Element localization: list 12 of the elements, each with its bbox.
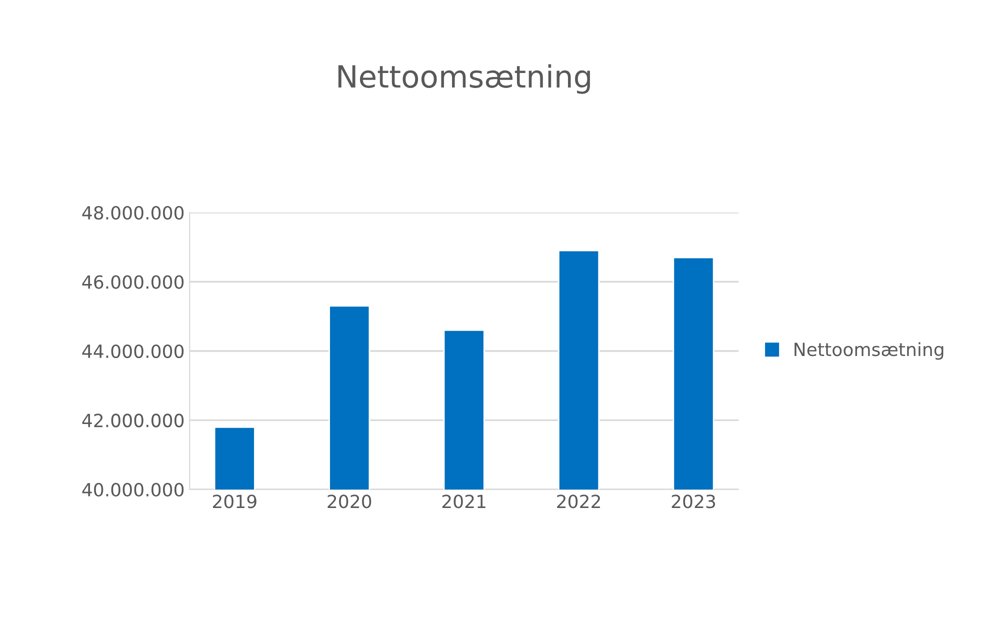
chart-title: Nettoomsætning	[338, 64, 590, 94]
y-tick-label: 48.000.000	[82, 206, 184, 220]
y-tick-label: 40.000.000	[82, 482, 184, 497]
x-tick-label: 2023	[672, 494, 716, 508]
x-tick-label: 2020	[328, 494, 372, 508]
x-tick-label: 2019	[212, 494, 256, 508]
y-tick-label: 46.000.000	[82, 275, 184, 289]
y-tick-label: 42.000.000	[82, 414, 184, 428]
y-tick-label: 44.000.000	[82, 344, 184, 358]
x-tick-label: 2022	[557, 494, 600, 508]
x-tick-label: 2021	[442, 494, 486, 508]
legend-label: Nettoomsætning	[794, 342, 944, 360]
